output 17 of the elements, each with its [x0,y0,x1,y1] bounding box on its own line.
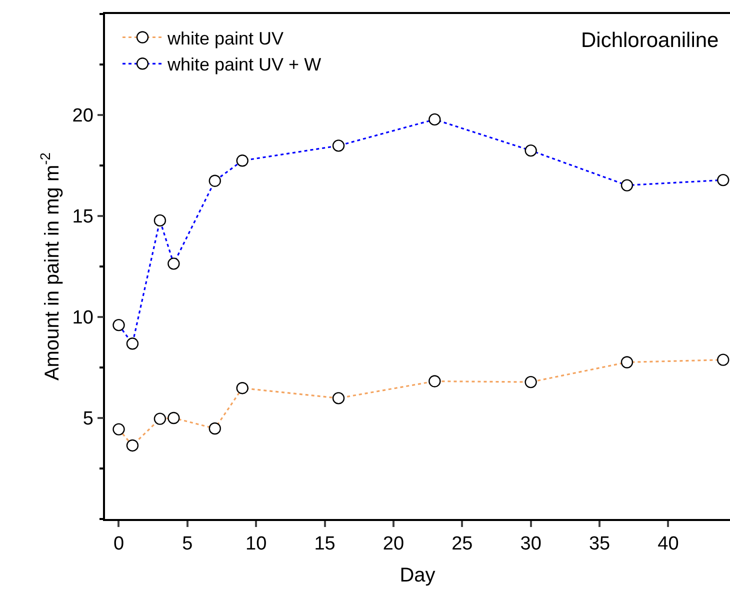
y-tick-label: 10 [72,308,94,329]
x-tick-label: 35 [588,534,610,555]
x-tick-label: 10 [246,534,267,555]
x-tick-label: 25 [452,534,473,555]
x-tick-label: 15 [314,534,336,555]
x-axis-title: Day [400,564,436,587]
text: Dichloroaniline [581,29,719,52]
x-tick-label: 40 [658,534,679,555]
x-tick-label: 20 [382,534,404,555]
legend-label: white paint UV [166,28,284,48]
x-tick-label: 0 [113,534,124,555]
y-tick-label: 5 [82,408,94,430]
x-tick-label: 30 [520,534,542,555]
legend-label: white paint UV + W [166,54,322,75]
y-tick-label: 15 [72,206,94,228]
x-tick-label: 5 [182,534,193,555]
y-tick-label: 20 [72,106,94,127]
